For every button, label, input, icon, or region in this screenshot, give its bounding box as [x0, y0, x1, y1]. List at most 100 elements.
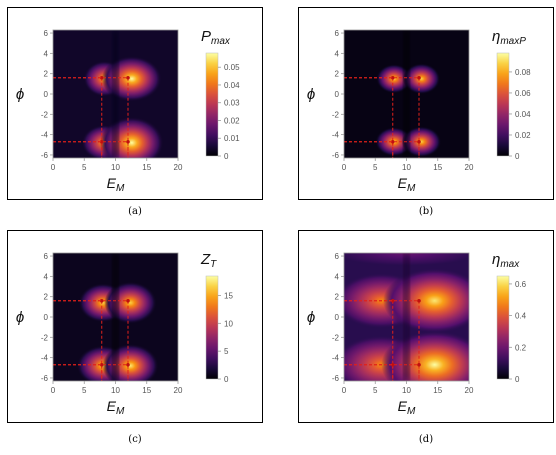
peak-marker [126, 362, 130, 367]
heatmap-chart: 0 5 10 15 206420-2-4-6EMϕPmax0.050.040.030.0… [16, 28, 240, 194]
y-tick-label: -2 [41, 333, 49, 342]
x-tick-label: 10 [111, 386, 120, 395]
heatmap-seam [404, 253, 409, 381]
peak-marker [99, 75, 104, 80]
x-tick-label: 20 [174, 386, 183, 395]
peak-marker [99, 139, 104, 144]
x-tick-label: 5 [82, 386, 87, 395]
panel-caption: (c) [128, 434, 142, 445]
heatmap-hotspot [104, 281, 157, 324]
colorbar-tick-label: 10 [224, 319, 233, 328]
heatmap-hotspot [381, 330, 469, 381]
x-axis-label: EM [107, 398, 125, 417]
x-tick-label: 15 [142, 386, 151, 395]
x-tick-label: 10 [402, 163, 411, 172]
x-axis-label: EM [398, 175, 416, 194]
peak-marker [390, 298, 395, 303]
x-tick-label: 5 [82, 163, 87, 172]
y-axis-label: ϕ [16, 86, 24, 103]
y-tick-label: -6 [332, 374, 340, 383]
x-axis-label: EM [398, 398, 416, 417]
y-tick-label: 6 [335, 29, 340, 38]
y-tick-label: 0 [44, 90, 49, 99]
peak-marker [99, 362, 104, 367]
heatmap-hotspot [99, 116, 164, 158]
peak-marker [126, 75, 130, 80]
panel-caption: (d) [418, 434, 434, 445]
y-tick-label: 0 [335, 313, 340, 322]
x-axis-label: EM [107, 175, 125, 194]
colorbar-tick-label: 0.2 [515, 343, 527, 352]
y-tick-label: 0 [44, 313, 49, 322]
colorbar-tick-label: 0 [515, 152, 520, 161]
y-tick-label: -6 [41, 151, 49, 160]
y-axis-label: ϕ [16, 309, 24, 326]
colorbar-tick-label: 0 [224, 375, 229, 384]
colorbar-tick-label: 0.01 [224, 134, 240, 143]
colorbar-tick-label: 0.02 [224, 116, 240, 125]
heatmap-seam [113, 30, 118, 158]
colorbar-tick-label: 0.4 [515, 312, 527, 321]
heatmap-hotspot [101, 56, 162, 102]
y-tick-label: 2 [44, 293, 49, 302]
x-tick-label: 5 [373, 163, 378, 172]
y-tick-label: 6 [335, 252, 340, 261]
x-tick-label: 5 [373, 386, 378, 395]
colorbar-tick-label: 0.05 [224, 63, 240, 72]
y-tick-label: -2 [332, 110, 340, 119]
y-axis-label: ϕ [307, 86, 315, 103]
colorbar-tick-label: 5 [224, 347, 229, 356]
y-tick-label: 4 [335, 272, 340, 281]
y-tick-label: 4 [44, 49, 49, 58]
heatmap-hotspot [401, 126, 442, 158]
y-tick-label: 6 [44, 29, 49, 38]
peak-marker [390, 75, 395, 80]
colorbar [205, 52, 219, 157]
y-tick-label: 2 [44, 70, 49, 79]
y-tick-label: -4 [41, 131, 49, 140]
y-axis-label: ϕ [307, 309, 315, 326]
colorbar-tick-label: 0 [224, 152, 229, 161]
peak-marker [417, 75, 421, 80]
heatmap-hotspot [402, 63, 441, 95]
y-tick-label: -4 [41, 354, 49, 363]
colorbar-title: ZT [200, 251, 217, 270]
y-tick-label: 6 [44, 252, 49, 261]
y-tick-label: -2 [41, 110, 49, 119]
y-tick-label: 2 [335, 70, 340, 79]
y-tick-label: 2 [335, 293, 340, 302]
y-tick-label: -4 [332, 354, 340, 363]
colorbar-tick-label: 0.06 [515, 89, 531, 98]
peak-marker [390, 362, 395, 367]
x-tick-label: 10 [111, 163, 120, 172]
y-tick-label: -6 [41, 374, 49, 383]
y-tick-label: -2 [332, 333, 340, 342]
x-tick-label: 0 [51, 386, 56, 395]
x-tick-label: 0 [51, 163, 56, 172]
heatmap-panel: 0 5 10 15 20 6 4 2 0 -2 -4 -6 EM ϕ ηmax 0.6 0.4 0.2 0 [298, 230, 554, 423]
colorbar-tick-label: 0 [515, 375, 520, 384]
peak-marker [417, 362, 421, 367]
x-tick-label: 10 [402, 386, 411, 395]
colorbar-tick-label: 0.03 [224, 99, 240, 108]
colorbar-title: ηmax [492, 251, 520, 270]
colorbar-tick-label: 0.04 [515, 110, 531, 119]
x-tick-label: 15 [433, 163, 442, 172]
y-tick-label: -6 [332, 151, 340, 160]
heatmap-seam [113, 253, 118, 381]
heatmap-panel: 0 5 10 15 20 6 4 2 0 -2 -4 -6 EM ϕ Pmax 0.05 0.04 0.03 0.0… [7, 7, 263, 200]
heatmap-chart: 0 5 10 15 206420-2-4-6EMϕηmaxP0.080.060.040.… [307, 28, 531, 194]
colorbar-title: ηmaxP [492, 28, 526, 47]
colorbar-title: Pmax [201, 28, 231, 47]
x-tick-label: 20 [465, 163, 474, 172]
heatmap-panel: 0 5 10 15 20 6 4 2 0 -2 -4 -6 EM ϕ ZT 15 10 5 0 [7, 230, 263, 423]
colorbar [496, 52, 510, 157]
x-tick-label: 15 [142, 163, 151, 172]
y-tick-label: -4 [332, 131, 340, 140]
y-tick-label: 4 [44, 272, 49, 281]
x-tick-label: 0 [342, 386, 347, 395]
x-tick-label: 20 [174, 163, 183, 172]
heatmap-seam [404, 30, 409, 158]
